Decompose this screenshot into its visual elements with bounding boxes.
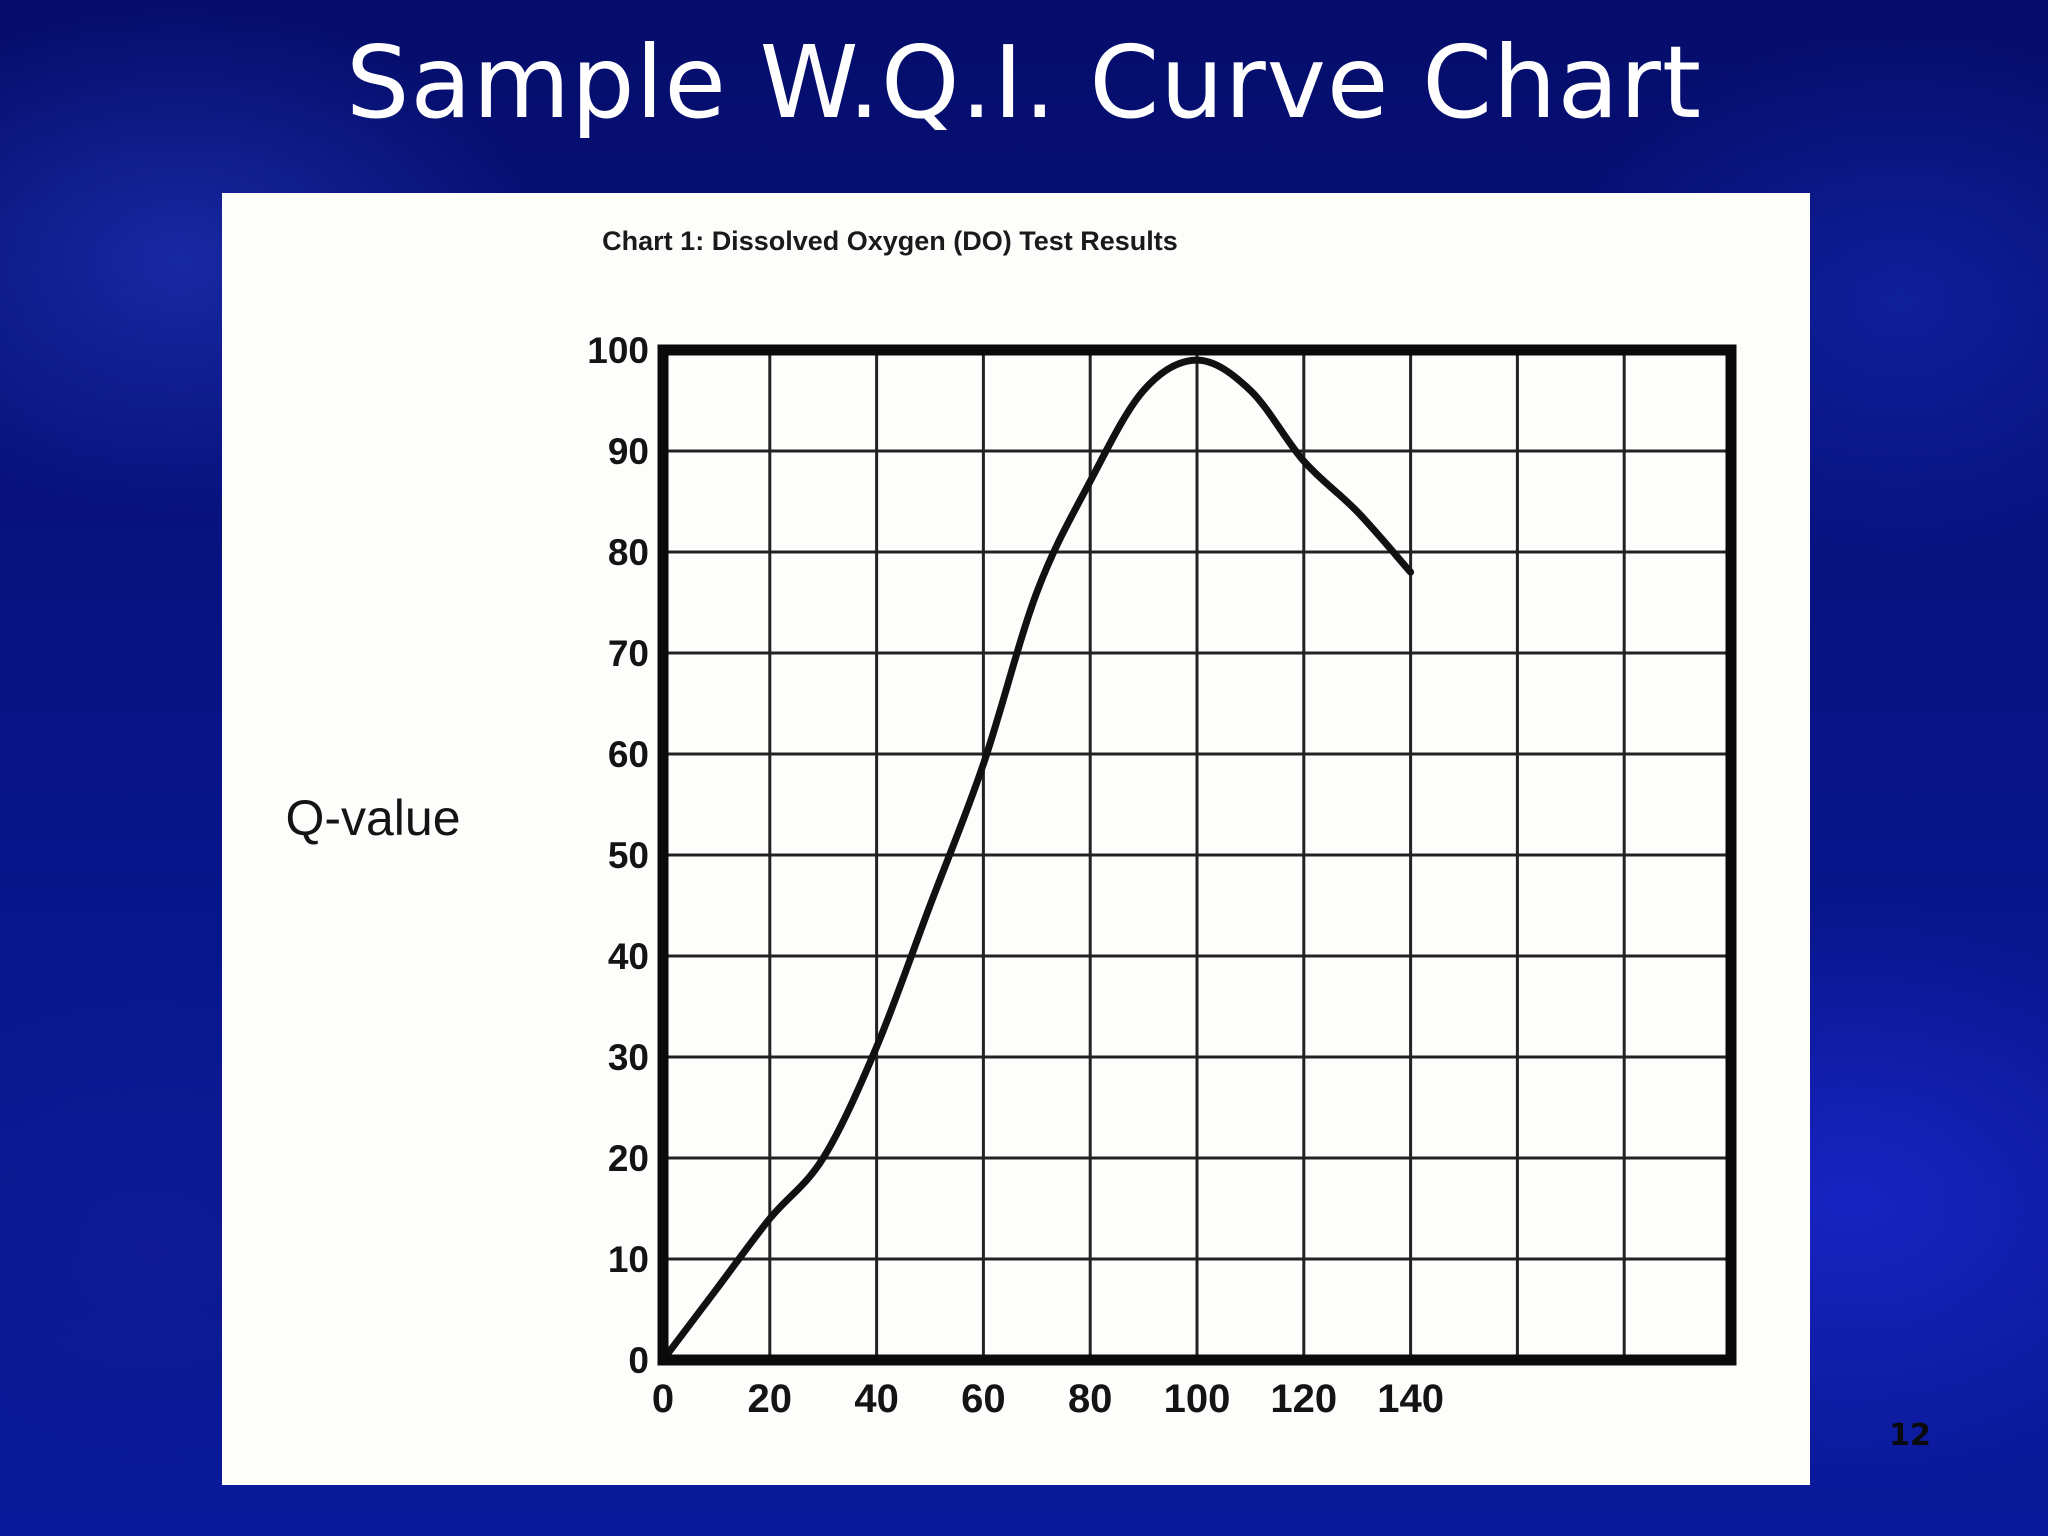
- x-tick-label: 80: [1068, 1377, 1113, 1421]
- y-tick-label: 0: [628, 1340, 649, 1381]
- y-tick-label: 10: [608, 1239, 649, 1280]
- x-tick-label: 60: [961, 1377, 1006, 1421]
- y-tick-label: 50: [608, 835, 649, 876]
- data-point: [1355, 509, 1360, 514]
- series-layer: [659, 356, 1415, 1364]
- data-point: [981, 762, 986, 767]
- x-tick-label: 20: [748, 1377, 793, 1421]
- data-point: [1141, 388, 1146, 393]
- page-number: 12: [1889, 1418, 1931, 1453]
- x-tick-label: 120: [1270, 1377, 1337, 1421]
- chart-panel: Chart 1: Dissolved Oxygen (DO) Test Resu…: [222, 193, 1810, 1485]
- data-point: [1088, 479, 1093, 484]
- data-point: [714, 1287, 719, 1292]
- y-tick-label: 90: [608, 431, 649, 472]
- data-point: [1195, 358, 1199, 363]
- do-q-value-chart: Chart 1: Dissolved Oxygen (DO) Test Resu…: [285, 226, 1737, 1421]
- data-point: [1248, 388, 1253, 393]
- data-point: [821, 1156, 826, 1160]
- x-tick-label: 100: [1164, 1377, 1231, 1421]
- data-point: [767, 1216, 772, 1221]
- slide-title: Sample W.Q.I. Curve Chart: [345, 24, 1703, 141]
- y-tick-label: 30: [608, 1037, 649, 1078]
- data-point: [928, 903, 932, 908]
- y-tick-label: 60: [608, 734, 649, 775]
- y-tick-label: 40: [608, 936, 649, 977]
- chart-title: Chart 1: Dissolved Oxygen (DO) Test Resu…: [602, 226, 1178, 256]
- data-point: [1408, 570, 1413, 575]
- x-tick-label: 140: [1377, 1377, 1444, 1421]
- data-point: [874, 1044, 879, 1049]
- plot-frame: [657, 344, 1737, 1366]
- y-tick-label: 20: [608, 1138, 649, 1179]
- y-tick-label: 70: [608, 633, 649, 674]
- data-point: [1301, 459, 1306, 464]
- x-tick-label: 40: [854, 1377, 899, 1421]
- data-point: [1034, 590, 1039, 595]
- q-value-curve: [659, 356, 1415, 1364]
- tick-label-layer: 0 10 20 30 40 50 60 70 80 90 100 0 20 40 60 80 100 120 140: [587, 330, 1444, 1421]
- grid-layer: [663, 350, 1731, 1360]
- y-axis-label: Q-value: [285, 790, 460, 846]
- x-tick-label: 0: [652, 1377, 674, 1421]
- y-tick-label: 80: [608, 532, 649, 573]
- y-tick-label: 100: [587, 330, 649, 371]
